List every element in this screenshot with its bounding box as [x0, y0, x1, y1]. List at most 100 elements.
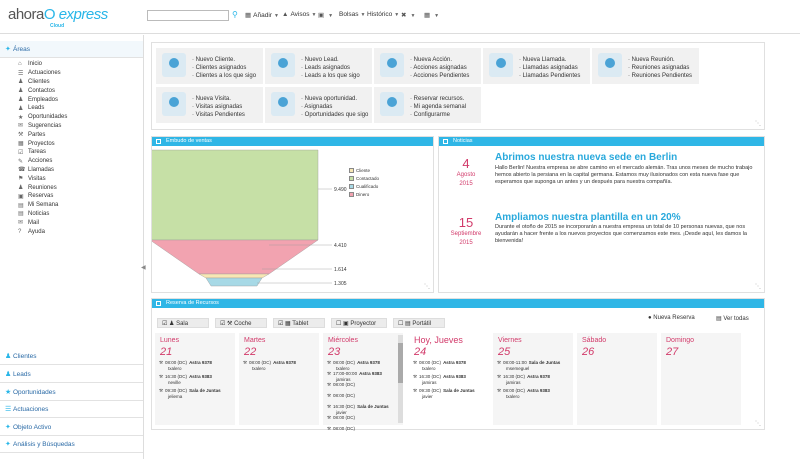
- qa-link[interactable]: · Reuniones asignadas: [628, 65, 690, 71]
- sidebar-item-noticias[interactable]: ▤ Noticias: [18, 210, 50, 218]
- news-headline[interactable]: Ampliamos nuestra plantilla en un 20%: [495, 212, 681, 223]
- sidebar-item-llamadas[interactable]: ☎ Llamadas: [18, 166, 55, 174]
- reservation-item[interactable]: ⚒ 08:00 (DC): [327, 382, 357, 393]
- qa-link[interactable]: · Oportunidades que sigo: [301, 112, 369, 118]
- reservation-item[interactable]: ⚒ 08:00 (DC) Astra 9378 txalero: [413, 360, 466, 371]
- sidebar-item-tareas[interactable]: ☑ Tareas: [18, 149, 47, 156]
- qa-link[interactable]: · Leads asignados: [301, 65, 351, 71]
- sidebar-item-partes[interactable]: ⚒ Partes: [18, 131, 46, 139]
- resize-icon[interactable]: ⋱: [755, 284, 761, 290]
- qa-link[interactable]: · Visitas Pendientes: [192, 112, 245, 118]
- reservation-item[interactable]: ⚒ 08:00 (DC) Astra 9378 txalero: [243, 360, 296, 371]
- sidebar-section-oportunidades[interactable]: ★ Oportunidades: [0, 384, 143, 401]
- view-all-button[interactable]: ▤ Ver todas: [716, 316, 749, 322]
- sidebar-section-actuaciones[interactable]: ☰ Actuaciones: [0, 401, 143, 418]
- sidebar-item-oportunidades[interactable]: ★ Oportunidades: [18, 114, 68, 121]
- tools-menu[interactable]: ✖ ▼: [401, 12, 416, 19]
- bags-menu[interactable]: Bolsas ▼: [339, 11, 366, 18]
- reservation-item[interactable]: ⚒ 08:00 (DC) Astra 9383 txalero: [497, 388, 550, 399]
- reservation-item[interactable]: ⚒ 09:30 (DC) Sala de Juntas javier: [413, 388, 475, 399]
- qa-link[interactable]: · Leads a los que sigo: [301, 73, 360, 79]
- qa-link[interactable]: · Mi agenda semanal: [410, 104, 467, 110]
- qa-acciones[interactable]: · Nueva Acción. · Acciones asignadas · A…: [374, 48, 481, 84]
- qa-link[interactable]: · Asignadas: [301, 104, 333, 110]
- sidebar-section-analisis[interactable]: ✦ Análisis y Búsquedas: [0, 436, 143, 453]
- sidebar-section-objeto-activo[interactable]: ✦ Objeto Activo: [0, 419, 143, 436]
- sidebar-item-visitas[interactable]: ⚑ Visitas: [18, 175, 46, 183]
- sidebar-item-acciones[interactable]: ✎ Acciones: [18, 158, 53, 165]
- qa-recursos[interactable]: · Reservar recursos. · Mi agenda semanal…: [374, 87, 481, 123]
- qa-link[interactable]: · Reservar recursos.: [410, 96, 465, 102]
- sidebar-collapse-icon[interactable]: ◀: [141, 265, 146, 271]
- sidebar-item-actuaciones[interactable]: ☰ Actuaciones: [18, 70, 61, 77]
- qa-link[interactable]: · Nueva Reunión.: [628, 57, 675, 63]
- news-headline[interactable]: Abrimos nuestra nueva sede en Berlin: [495, 152, 678, 163]
- sidebar-item-reuniones[interactable]: ♟ Reuniones: [18, 184, 57, 192]
- resize-icon[interactable]: ⋱: [755, 121, 761, 127]
- reservation-item[interactable]: ⚒ 08:00 (DC) Astra 9378 txalero: [159, 360, 212, 371]
- history-menu[interactable]: Histórico ▼: [367, 11, 400, 18]
- qa-link[interactable]: · Visitas asignadas: [192, 104, 243, 110]
- add-menu[interactable]: ▦ Añadir ▼: [245, 12, 279, 19]
- scrollbar[interactable]: [398, 335, 403, 423]
- sidebar-item-empleados[interactable]: ♟ Empleados: [18, 96, 59, 104]
- qa-link[interactable]: · Clientes a los que sigo: [192, 73, 257, 79]
- qa-link[interactable]: · Llamadas asignadas: [519, 65, 578, 71]
- qa-oportunidades[interactable]: · Nueva oportunidad. · Asignadas · Oport…: [265, 87, 372, 123]
- filter-portatil[interactable]: ☐ ▤ Portátil: [393, 318, 445, 328]
- sidebar-item-sugerencias[interactable]: ✉ Sugerencias: [18, 122, 62, 130]
- qa-link[interactable]: · Nuevo Cliente.: [192, 57, 236, 63]
- reservation-item[interactable]: ⚒ 16:30 (DC) Astra 9383 neville: [159, 374, 212, 385]
- filter-sala[interactable]: ☑ ♟ Sala: [157, 318, 209, 328]
- sidebar-item-inicio[interactable]: ⌂ Inicio: [18, 61, 43, 68]
- search-icon[interactable]: ⚲: [232, 10, 238, 19]
- new-reservation-button[interactable]: ● Nueva Reserva: [648, 315, 695, 321]
- reservation-item[interactable]: ⚒ 09:30 (DC) Sala de Juntas jeliema: [159, 388, 221, 399]
- resize-icon[interactable]: ⋱: [755, 421, 761, 427]
- sidebar-item-reservas[interactable]: ▣ Reservas: [18, 193, 54, 200]
- logo[interactable]: ahoraO express: [8, 6, 108, 23]
- sidebar-item-proyectos[interactable]: ▦ Proyectos: [18, 140, 55, 148]
- sidebar-item-ayuda[interactable]: ? Ayuda: [18, 228, 45, 235]
- reservation-item[interactable]: ⚒ 08:00 (DC): [327, 393, 357, 404]
- scrollbar-thumb[interactable]: [398, 343, 403, 383]
- reservation-item[interactable]: ⚒ 16:30 (DC) Sala de Juntas javier: [327, 404, 389, 415]
- qa-llamadas[interactable]: · Nueva Llamada. · Llamadas asignadas · …: [483, 48, 590, 84]
- sidebar-section-leads[interactable]: ♟ Leads: [0, 366, 143, 383]
- filter-proyector[interactable]: ☐ ▣ Proyector: [331, 318, 387, 328]
- qa-leads[interactable]: · Nuevo Lead. · Leads asignados · Leads …: [265, 48, 372, 84]
- sidebar-item-clientes[interactable]: ♟ Clientes: [18, 78, 50, 86]
- qa-link[interactable]: · Clientes asignados: [192, 65, 247, 71]
- filter-tablet[interactable]: ☑ ▦ Tablet: [273, 318, 325, 328]
- collapse-icon[interactable]: [156, 139, 161, 144]
- sidebar-item-contactos[interactable]: ♟ Contactos: [18, 87, 56, 95]
- collapse-icon[interactable]: [156, 301, 161, 306]
- sidebar-item-leads[interactable]: ♟ Leads: [18, 105, 45, 112]
- sidebar-section-clientes[interactable]: ♟ Clientes: [0, 348, 143, 365]
- collapse-icon[interactable]: [443, 139, 448, 144]
- alerts-menu[interactable]: ▲ Avisos ▼: [282, 11, 317, 18]
- reservation-item[interactable]: ⚒ 17:00-00:00 Astra 9383 jamiras: [327, 371, 382, 382]
- reservation-item[interactable]: ⚒ 16:30 (DC) Astra 9378 jamiras: [497, 374, 550, 385]
- qa-link[interactable]: · Acciones Pendientes: [410, 73, 470, 79]
- qa-link[interactable]: · Configurarme: [410, 112, 451, 118]
- reservation-item[interactable]: ⚒ 08:00 (DC): [327, 426, 357, 437]
- qa-link[interactable]: · Nueva oportunidad.: [301, 96, 358, 102]
- grid-menu[interactable]: ▦ ▼: [424, 12, 440, 19]
- resize-icon[interactable]: ⋱: [424, 284, 430, 290]
- qa-link[interactable]: · Acciones asignadas: [410, 65, 467, 71]
- qa-clientes[interactable]: · Nuevo Cliente. · Clientes asignados · …: [156, 48, 263, 84]
- qa-visitas[interactable]: · Nueva Visita. · Visitas asignadas · Vi…: [156, 87, 263, 123]
- sidebar-item-mail[interactable]: ✉ Mail: [18, 219, 40, 227]
- qa-link[interactable]: · Nueva Visita.: [192, 96, 231, 102]
- qa-reuniones[interactable]: · Nueva Reunión. · Reuniones asignadas ·…: [592, 48, 699, 84]
- reservation-item[interactable]: ⚒ 08:00 (DC) Astra 9378 txalero: [327, 360, 380, 371]
- search-input[interactable]: [147, 10, 229, 21]
- qa-link[interactable]: · Nuevo Lead.: [301, 57, 339, 63]
- qa-link[interactable]: · Nueva Acción.: [410, 57, 453, 63]
- qa-link[interactable]: · Reuniones Pendientes: [628, 73, 693, 79]
- reservation-item[interactable]: ⚒ 08:00 (DC): [327, 415, 357, 426]
- qa-link[interactable]: · Nueva Llamada.: [519, 57, 567, 63]
- chat-menu[interactable]: ▣ ▼: [318, 12, 334, 19]
- reservation-item[interactable]: ⚒ 08:00-11:00 Sala de Juntas msemeguel: [497, 360, 560, 371]
